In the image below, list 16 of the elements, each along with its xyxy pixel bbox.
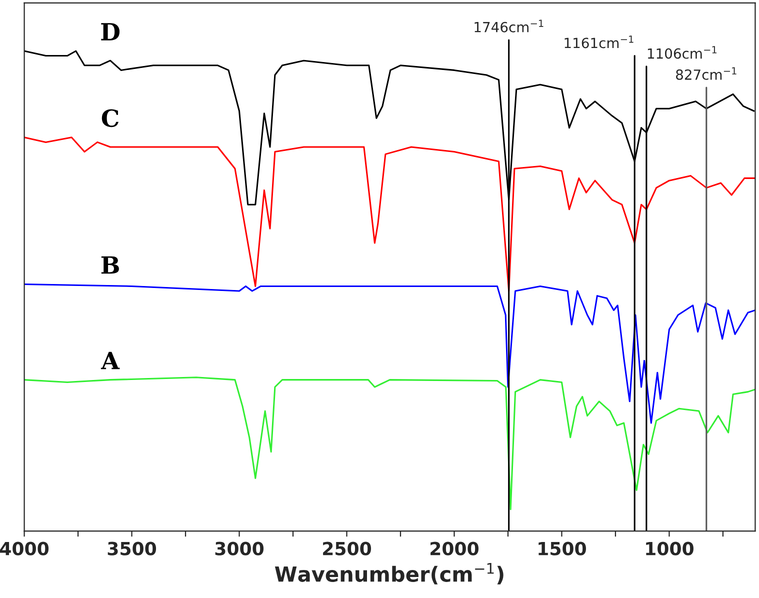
ref-line-label: 1106cm$^{−1}$ xyxy=(648,46,717,59)
x-tick-label: 1500 xyxy=(538,542,586,556)
x-tick-label: 2000 xyxy=(430,542,478,556)
x-tick-label: 4000 xyxy=(0,542,49,556)
x-tick-label: 2500 xyxy=(323,542,372,556)
x-axis-title: Wavenumber(cm$^{−1}$) xyxy=(274,563,504,584)
series-label: A xyxy=(100,352,120,370)
ref-line-label: 827cm$^{−1}$ xyxy=(676,67,736,80)
x-tick-label: 1000 xyxy=(646,542,694,556)
series-label: B xyxy=(101,256,119,274)
ref-line-label: 1746cm$^{−1}$ xyxy=(474,20,544,32)
x-tick-label: 3500 xyxy=(108,542,156,556)
ref-line-label: 1161cm$^{−1}$ xyxy=(564,36,634,48)
series-label: C xyxy=(102,109,118,128)
x-tick-label: 3000 xyxy=(215,542,264,556)
series-label: D xyxy=(101,23,120,40)
